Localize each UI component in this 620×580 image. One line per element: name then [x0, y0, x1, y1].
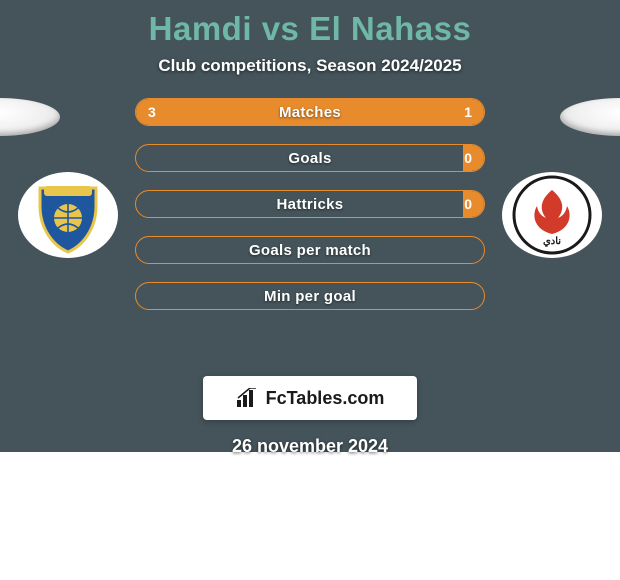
- stat-bar-min-per-goal: Min per goal: [135, 282, 485, 310]
- svg-text:نادي: نادي: [543, 236, 561, 247]
- bar-value-right: 0: [464, 145, 472, 171]
- bar-label: Min per goal: [136, 283, 484, 309]
- brand-link[interactable]: FcTables.com: [203, 376, 417, 420]
- bar-label: Hattricks: [136, 191, 484, 217]
- avatar-right-slot: نادي: [500, 98, 620, 358]
- brand-text: FcTables.com: [266, 388, 385, 409]
- avatar-disc-right: [560, 98, 620, 136]
- club-badge-left: [18, 172, 118, 258]
- avatar-disc-left: [0, 98, 60, 136]
- bar-label: Matches: [136, 99, 484, 125]
- stat-bar-hattricks: Hattricks 0: [135, 190, 485, 218]
- shield-icon: [18, 172, 118, 258]
- bar-label: Goals per match: [136, 237, 484, 263]
- stat-bar-goals: Goals 0: [135, 144, 485, 172]
- stat-bar-goals-per-match: Goals per match: [135, 236, 485, 264]
- bar-label: Goals: [136, 145, 484, 171]
- avatar-left-slot: [0, 98, 120, 358]
- title-player1: Hamdi: [149, 10, 252, 47]
- subtitle: Club competitions, Season 2024/2025: [0, 56, 620, 76]
- title: Hamdi vs El Nahass: [0, 0, 620, 48]
- bar-value-right: 0: [464, 191, 472, 217]
- title-vs: vs: [262, 10, 300, 47]
- comparison-widget: Hamdi vs El Nahass Club competitions, Se…: [0, 0, 620, 452]
- arena: نادي 3 Matches 1 Goals 0: [0, 98, 620, 358]
- date-text: 26 november 2024: [0, 436, 620, 457]
- club-badge-right: نادي: [502, 172, 602, 258]
- bar-chart-icon: [236, 388, 258, 408]
- stat-bars: 3 Matches 1 Goals 0 Hattricks 0: [135, 98, 485, 310]
- bar-value-right: 1: [464, 99, 472, 125]
- title-player2: El Nahass: [309, 10, 471, 47]
- stat-bar-matches: 3 Matches 1: [135, 98, 485, 126]
- circle-badge-icon: نادي: [502, 172, 602, 258]
